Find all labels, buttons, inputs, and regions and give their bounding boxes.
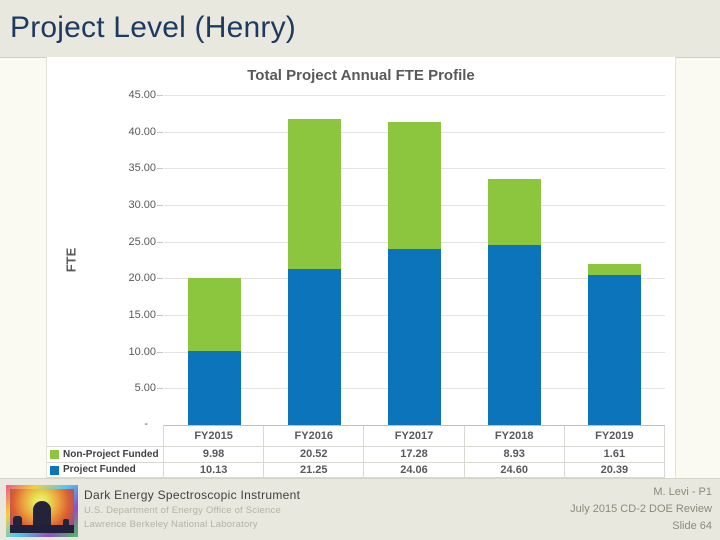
- footer-meta-block: M. Levi - P1 July 2015 CD-2 DOE Review S…: [570, 484, 712, 535]
- table-header-fy2018: FY2018: [464, 425, 565, 447]
- table-header-fy2019: FY2019: [564, 425, 665, 447]
- legend-key-non-project-funded: [50, 450, 59, 459]
- footer-band: Dark Energy Spectroscopic Instrument U.S…: [0, 478, 720, 540]
- y-axis-tick: [157, 278, 163, 280]
- y-axis-tick: [157, 205, 163, 206]
- logo-ground-silhouette: [10, 525, 74, 533]
- legend-key-project-funded: [50, 465, 59, 475]
- series-name-non-project-funded: Non-Project Funded: [63, 448, 159, 460]
- slide-title: Project Level (Henry): [10, 11, 296, 44]
- footer-project-title: Dark Energy Spectroscopic Instrument: [84, 488, 301, 502]
- table-value-project-funded-fy2017: 24.06: [364, 463, 465, 478]
- table-value-non-project-funded-fy2015: 9.98: [164, 447, 265, 463]
- chart-title: Total Project Annual FTE Profile: [247, 67, 475, 84]
- y-axis-tick: [157, 168, 163, 170]
- y-axis-tick-label: 5.00: [134, 382, 156, 395]
- y-axis-tick-label: 25.00: [128, 235, 156, 248]
- desi-logo: [6, 485, 78, 537]
- table-value-project-funded-fy2015: 10.13: [164, 463, 265, 478]
- y-axis-tick: [157, 95, 163, 96]
- logo-left-silhouette: [13, 516, 22, 527]
- y-axis-tick-label: 10.00: [128, 345, 156, 358]
- series-name-project-funded: Project Funded: [63, 464, 136, 475]
- fte-profile-chart: Total Project Annual FTE Profile 5.00 10.0…: [46, 57, 676, 478]
- footer-lab-line: Lawrence Berkeley National Laboratory: [84, 519, 258, 530]
- footer-presenter: M. Levi - P1: [653, 486, 712, 498]
- table-header-fy2016: FY2016: [264, 425, 365, 447]
- footer-slide-number: Slide 64: [672, 520, 712, 532]
- bar-segment-project-funded-fy2016: [287, 269, 341, 425]
- table-row-label-project-funded: Project Funded: [47, 463, 164, 478]
- y-axis-tick-label: 30.00: [128, 199, 156, 211]
- y-axis-tick-label: 15.00: [128, 309, 156, 321]
- table-header-fy2015: FY2015: [164, 425, 265, 447]
- bar-segment-project-funded-fy2019: [588, 275, 642, 425]
- table-value-project-funded-fy2019: 20.39: [564, 463, 665, 478]
- chart-data-table: FY2015 FY2016 FY2017 FY2018 FY2019 Non-Projec…: [47, 425, 665, 478]
- bar-segment-project-funded-fy2018: [488, 244, 542, 425]
- table-value-project-funded-fy2018: 24.60: [464, 463, 565, 478]
- table-header-fy2017: FY2017: [364, 425, 465, 447]
- footer-org-block: Dark Energy Spectroscopic Instrument U.S…: [84, 488, 300, 530]
- bar-segment-non-project-funded-fy2016: [287, 118, 341, 270]
- y-axis-tick: [157, 131, 163, 133]
- table-value-non-project-funded-fy2018: 8.93: [464, 447, 565, 463]
- table-value-non-project-funded-fy2017: 17.28: [364, 447, 465, 463]
- table-value-project-funded-fy2016: 21.25: [264, 463, 365, 478]
- footer-dept-line: U.S. Department of Energy Office of Scie…: [84, 505, 281, 516]
- desi-logo-scene: [10, 489, 74, 533]
- y-axis-zero-label: -: [144, 418, 148, 430]
- y-axis-tick-label: 45.00: [128, 89, 156, 101]
- y-axis-title: FTE: [63, 247, 79, 273]
- table-value-non-project-funded-fy2016: 20.52: [264, 447, 365, 463]
- bar-segment-project-funded-fy2017: [388, 248, 441, 425]
- y-axis-tick: [157, 388, 163, 390]
- table-row-label-non-project-funded: Non-Project Funded: [47, 447, 164, 463]
- telescope-dome-silhouette: [33, 501, 51, 526]
- slide-title-band: Project Level (Henry): [0, 0, 720, 58]
- table-corner-cell: [47, 425, 164, 447]
- logo-right-silhouette: [63, 519, 69, 527]
- bar-segment-non-project-funded-fy2017: [388, 121, 441, 249]
- y-axis-tick: [157, 241, 163, 243]
- footer-event: July 2015 CD-2 DOE Review: [570, 503, 712, 515]
- y-axis-tick-label: 40.00: [128, 125, 156, 138]
- bar-segment-non-project-funded-fy2015: [187, 277, 241, 351]
- y-axis-tick: [157, 351, 163, 353]
- bar-segment-non-project-funded-fy2019: [588, 263, 642, 276]
- y-axis-tick: [157, 315, 163, 316]
- y-axis-tick-label: 35.00: [128, 162, 156, 175]
- bar-segment-project-funded-fy2015: [187, 350, 241, 425]
- y-axis-tick-label: 20.00: [128, 272, 156, 285]
- table-value-non-project-funded-fy2019: 1.61: [564, 447, 665, 463]
- gridline: [164, 95, 665, 96]
- bar-segment-non-project-funded-fy2018: [488, 179, 542, 245]
